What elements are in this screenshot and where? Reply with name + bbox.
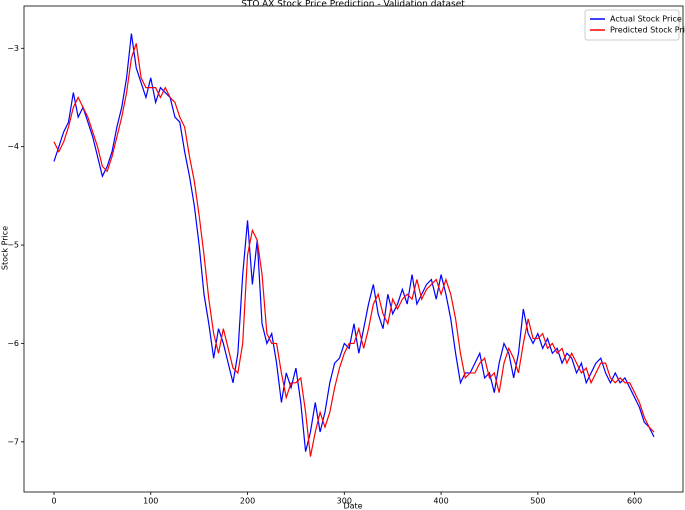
x-axis-label: Date — [343, 502, 362, 510]
x-tick-label: 600 — [627, 497, 642, 506]
y-tick-label: −6 — [7, 339, 19, 348]
legend-box — [584, 9, 680, 41]
chart-title: STO.AX Stock Price Prediction - Validati… — [241, 0, 465, 10]
series-line — [53, 43, 655, 457]
x-tick-label: 200 — [240, 497, 255, 506]
y-tick-label: −5 — [7, 241, 19, 250]
y-tick-label: −7 — [7, 437, 19, 446]
legend-label: Actual Stock Price — [610, 15, 682, 24]
x-tick-label: 400 — [433, 497, 448, 506]
y-tick-label: −4 — [7, 142, 19, 151]
x-tick-label: 300 — [337, 497, 352, 506]
x-tick-label: 100 — [143, 497, 158, 506]
y-axis-label: Stock Price — [1, 226, 10, 270]
plot-frame — [23, 5, 684, 493]
legend-label: Predicted Stock Price — [610, 26, 685, 35]
x-tick-label: 0 — [51, 497, 56, 506]
series-line — [53, 33, 655, 452]
x-tick-label: 500 — [530, 497, 545, 506]
y-tick-label: −3 — [7, 44, 19, 53]
